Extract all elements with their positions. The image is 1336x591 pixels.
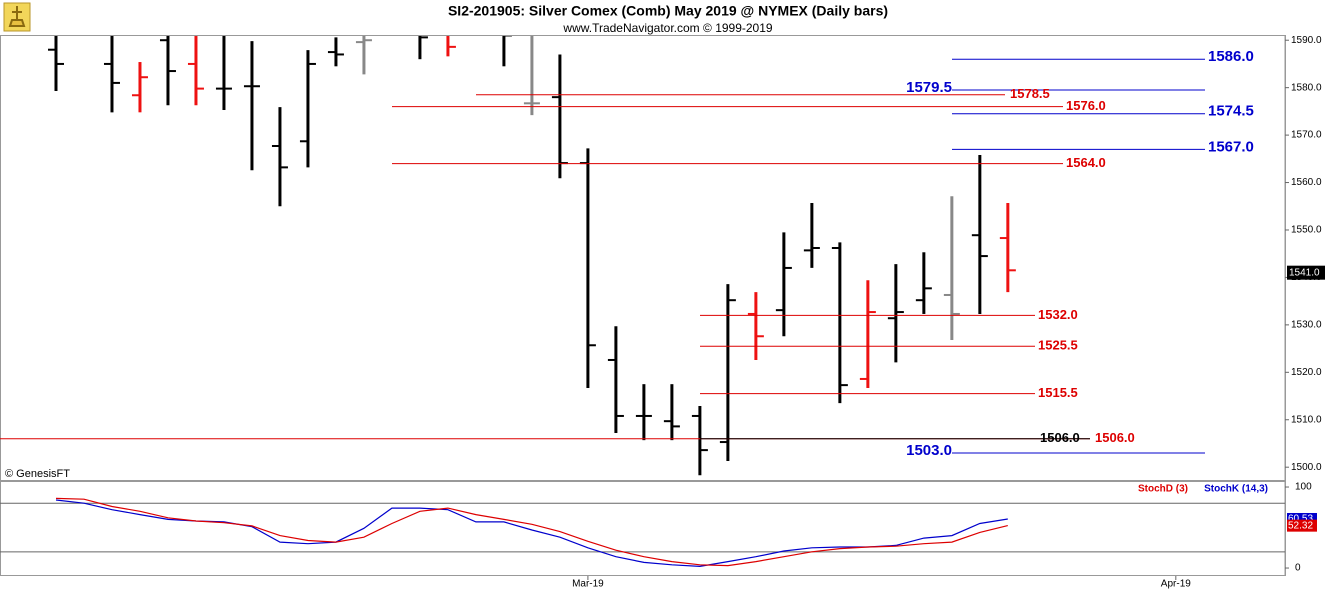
level-label: 1506.0 — [1040, 430, 1080, 445]
y-tick-label: 1570.0 — [1291, 130, 1322, 141]
level-label: 1578.5 — [1010, 86, 1050, 101]
y-tick-label: 100 — [1295, 482, 1312, 493]
level-label: 1567.0 — [1208, 138, 1254, 155]
legend-entry: StochD (3) — [1138, 484, 1188, 495]
y-tick-label: 1530.0 — [1291, 320, 1322, 331]
level-label: 1579.5 — [906, 79, 952, 96]
level-label: 1532.0 — [1038, 307, 1078, 322]
last-value-label: 60.53 — [1288, 514, 1313, 525]
level-label: 1503.0 — [906, 442, 952, 459]
level-label: 1576.0 — [1066, 98, 1106, 113]
last-price-label: 1541.0 — [1289, 267, 1320, 278]
legend-entry: StochK (14,3) — [1204, 484, 1268, 495]
price-plot — [47, 36, 1016, 476]
annotation: © GenesisFT — [5, 468, 70, 480]
level-label: 1506.0 — [1095, 430, 1135, 445]
y-tick-label: 0 — [1295, 563, 1301, 574]
y-tick-label: 1550.0 — [1291, 225, 1322, 236]
y-tick-label: 1510.0 — [1291, 414, 1322, 425]
x-tick-label: Mar-19 — [572, 579, 604, 590]
logo — [3, 2, 31, 32]
y-tick-label: 1590.0 — [1291, 35, 1322, 46]
level-label: 1564.0 — [1066, 155, 1106, 170]
last-value-label: 52.32 — [1288, 520, 1313, 531]
y-tick-label: 1580.0 — [1291, 82, 1322, 93]
last-value-box — [1287, 519, 1317, 532]
chart-title: SI2-201905: Silver Comex (Comb) May 2019… — [448, 3, 888, 19]
y-tick-label: 1500.0 — [1291, 462, 1322, 473]
level-label: 1574.5 — [1208, 103, 1254, 120]
chart-subtitle: www.TradeNavigator.com © 1999-2019 — [562, 21, 772, 35]
level-label: 1525.5 — [1038, 338, 1078, 353]
level-label: 1515.5 — [1038, 385, 1078, 400]
last-price-box — [1287, 265, 1325, 280]
y-tick-label: 1560.0 — [1291, 177, 1322, 188]
overlay: 1500.01510.01520.01530.01540.01550.01560… — [0, 35, 1325, 590]
stoch-line — [55, 497, 1008, 567]
y-tick-label: 1520.0 — [1291, 367, 1322, 378]
level-label: 1586.0 — [1208, 48, 1254, 65]
x-tick-label: Apr-19 — [1161, 579, 1191, 590]
